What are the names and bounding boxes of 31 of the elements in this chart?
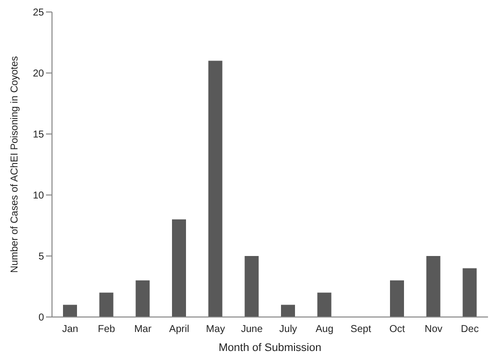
bar [99, 292, 114, 317]
y-tick-label: 0 [38, 312, 44, 324]
x-tick-label: June [240, 324, 264, 336]
x-tick-label: Nov [424, 324, 442, 336]
x-tick-label: Dec [460, 324, 479, 336]
y-tick-label: 5 [38, 252, 44, 263]
bar [172, 219, 186, 317]
y-tick-label: 15 [32, 130, 44, 141]
x-tick-label: Aug [316, 324, 334, 336]
bar [208, 60, 222, 317]
bar [426, 256, 440, 317]
bar [244, 256, 259, 317]
x-axis-title: Month of Submission [218, 342, 322, 354]
bar [390, 280, 404, 317]
x-tick-label: Feb [98, 324, 116, 336]
y-tick-label: 10 [32, 190, 44, 202]
x-tick-label: July [279, 324, 298, 336]
bar [317, 292, 332, 317]
bar [136, 280, 150, 317]
y-tick-label: 25 [32, 8, 44, 19]
x-tick-label: May [206, 324, 225, 336]
bar [462, 268, 477, 317]
x-tick-label: Mar [134, 324, 152, 336]
bar [63, 304, 77, 317]
x-tick-label: April [169, 324, 190, 336]
y-tick-label: 20 [32, 68, 44, 80]
y-axis-title: Number of Cases of AChEI Poisoning in Coyotes [10, 56, 21, 273]
bar [281, 304, 295, 317]
x-tick-label: Sept [350, 324, 372, 336]
x-tick-label: Jan [62, 324, 78, 336]
x-tick-label: Oct [389, 324, 406, 336]
